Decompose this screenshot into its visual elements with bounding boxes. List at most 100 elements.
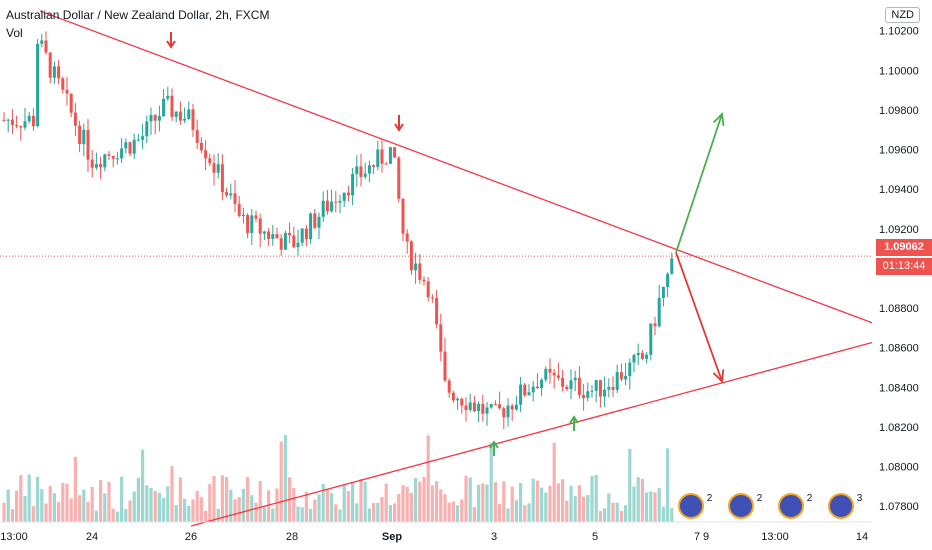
candle-body: [346, 192, 350, 196]
event-marker[interactable]: 2: [678, 493, 712, 519]
volume-bar: [590, 476, 594, 522]
x-tick-label: 7: [694, 531, 700, 543]
volume-bar: [649, 491, 653, 522]
support-touch-marker-head: [489, 440, 499, 449]
volume-bar: [283, 435, 287, 522]
candle-body: [78, 125, 82, 145]
candle-body: [661, 286, 665, 298]
candle-body: [44, 40, 48, 53]
volume-bar: [531, 478, 535, 522]
volume-bar: [241, 488, 245, 522]
candle-body: [111, 155, 115, 159]
candle-body: [90, 159, 94, 168]
candle-body: [2, 119, 6, 121]
candle-body: [57, 66, 61, 79]
volume-bar: [594, 474, 598, 522]
volume-bar: [640, 478, 644, 522]
x-tick-label: 14: [856, 531, 868, 543]
candle-body: [363, 173, 367, 177]
candle-body: [443, 351, 447, 381]
volume-bar: [65, 483, 69, 522]
candle-body: [40, 40, 44, 44]
bearish-projection-arrow: [675, 252, 725, 384]
volume-bar: [489, 442, 493, 522]
candle-body: [157, 116, 161, 121]
candle-body: [69, 93, 73, 113]
event-marker[interactable]: 2: [778, 493, 812, 519]
y-tick-label: 1.10000: [879, 65, 919, 77]
volume-bar: [472, 507, 476, 522]
volume-bar: [170, 466, 174, 522]
candle-body: [359, 166, 363, 177]
candle-body: [241, 215, 245, 217]
volume-bar: [565, 500, 569, 522]
candle-body: [6, 119, 10, 121]
volume-bar: [199, 497, 203, 522]
x-tick-label: 9: [703, 531, 709, 543]
volume-bar: [435, 481, 439, 522]
candle-body: [594, 380, 598, 391]
currency-badge[interactable]: NZD: [885, 7, 920, 23]
volume-bar: [506, 508, 510, 522]
candle-body: [52, 66, 56, 78]
candle-body: [603, 389, 607, 397]
arrows: [166, 32, 725, 456]
volume-bar: [52, 493, 56, 522]
symbol-title[interactable]: Australian Dollar / New Zealand Dollar, …: [6, 8, 270, 22]
candle-body: [481, 403, 485, 414]
candle-body: [401, 198, 405, 234]
volume-bar: [187, 505, 191, 522]
volume-bar: [69, 498, 73, 522]
volume-bar: [380, 496, 384, 522]
event-marker[interactable]: 3: [828, 493, 862, 519]
volume-bar: [174, 505, 178, 522]
volume-bar: [124, 509, 128, 522]
event-marker[interactable]: 2: [728, 493, 762, 519]
volume-bar: [237, 497, 241, 522]
candle-body: [103, 154, 107, 168]
candle-body: [552, 372, 556, 376]
volume-bar: [657, 488, 661, 522]
volume-bar: [313, 499, 317, 522]
candle-body: [393, 147, 397, 158]
candle-body: [607, 386, 611, 390]
volume-bar: [103, 493, 107, 522]
candle-body: [460, 398, 464, 406]
candle-body: [275, 234, 279, 239]
volume-bar: [279, 441, 283, 522]
x-tick-label: 13:00: [0, 531, 28, 543]
volume-bar: [405, 486, 409, 522]
candle-body: [19, 126, 23, 128]
volume-bar: [561, 479, 565, 522]
candle-body: [628, 362, 632, 377]
volume-bar: [456, 505, 460, 522]
candle-body: [523, 384, 527, 396]
volume-bar: [443, 494, 447, 522]
candle-body: [309, 213, 313, 240]
candle-body: [220, 164, 224, 193]
candle-body: [120, 148, 124, 159]
volume-bar: [388, 505, 392, 522]
volume-bar: [267, 490, 271, 522]
candle-body: [514, 404, 518, 410]
volume-bar: [401, 485, 405, 522]
candle-body: [380, 149, 384, 164]
candle-body: [271, 234, 275, 239]
volume-bar: [603, 508, 607, 522]
volume-bar: [132, 491, 136, 522]
candle-body: [586, 391, 590, 398]
volume-bar: [216, 508, 220, 522]
candle-body: [31, 115, 35, 127]
volume-label[interactable]: Vol: [6, 26, 23, 40]
candle-body: [544, 368, 548, 380]
candle-body: [535, 386, 539, 389]
volume-bar: [90, 486, 94, 522]
candle-body: [519, 384, 523, 405]
volume-bar: [262, 506, 266, 522]
volume-bar: [44, 503, 48, 522]
candlesticks: [2, 31, 674, 429]
candle-body: [561, 377, 565, 387]
volume-bar: [355, 503, 359, 522]
candle-body: [191, 109, 195, 130]
